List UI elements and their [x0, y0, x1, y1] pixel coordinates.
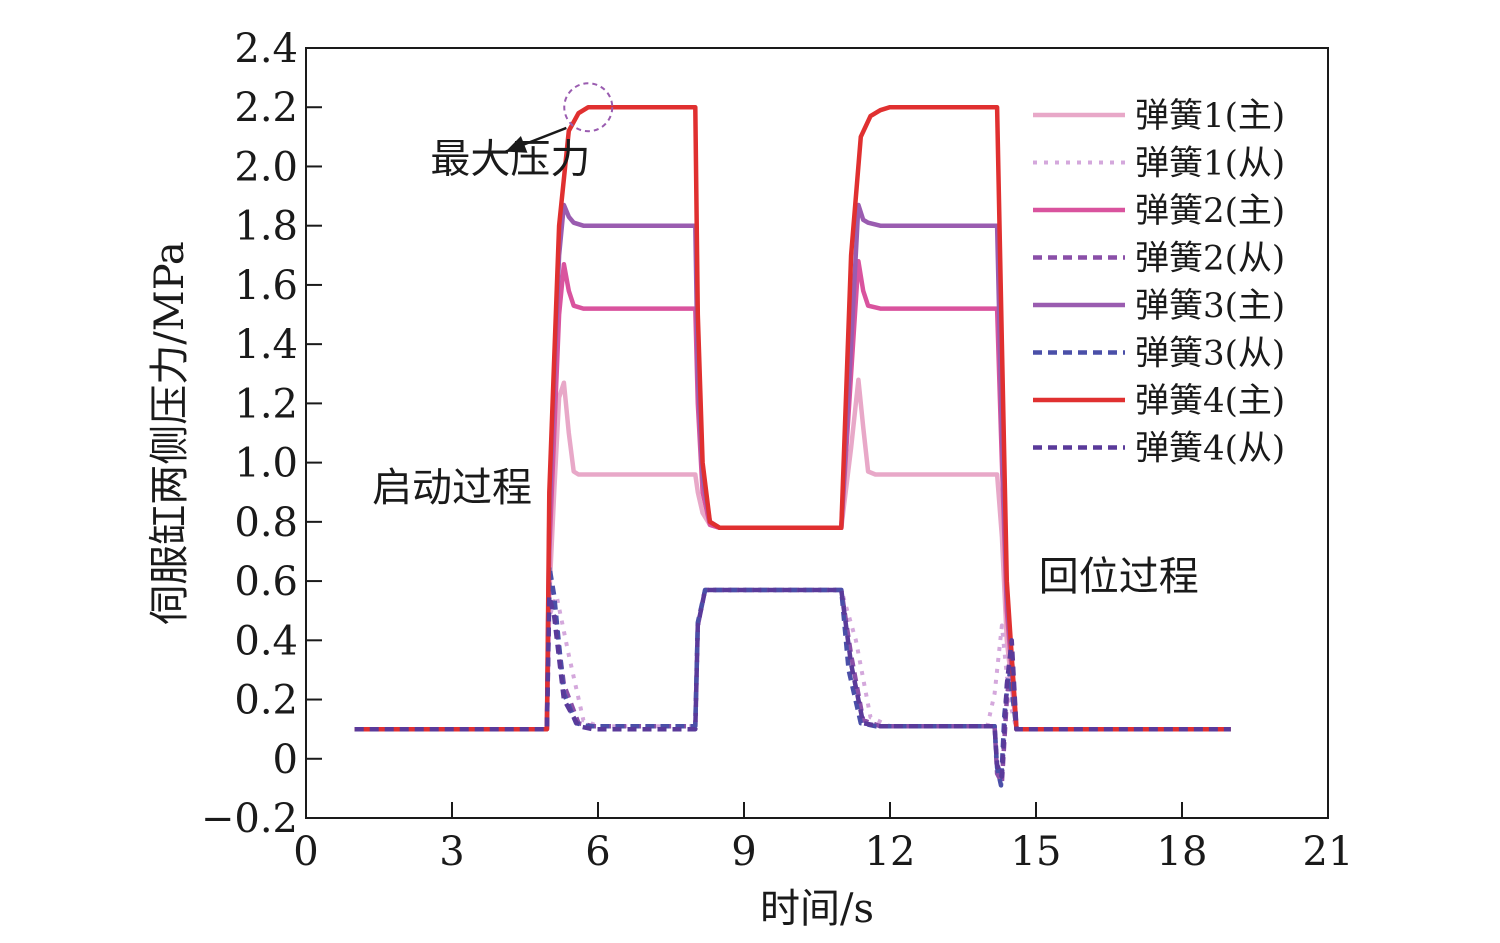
plot-frame — [305, 47, 1329, 819]
legend-label: 弹簧2(主) — [1135, 191, 1285, 231]
x-tick-label: 18 — [1157, 829, 1208, 875]
y-tick-label: 2.0 — [234, 144, 298, 190]
legend-label: 弹簧1(主) — [1135, 96, 1285, 136]
y-tick-label: 0.6 — [234, 559, 298, 605]
x-axis-ticks: 0 3 6 9 12 15 18 21 — [293, 802, 1353, 875]
series-line — [354, 587, 1231, 779]
series-line — [354, 104, 1231, 732]
x-tick-label: 0 — [293, 829, 318, 875]
x-tick-label: 3 — [439, 829, 464, 875]
y-tick-label: 2.2 — [234, 85, 298, 131]
x-tick-label: 6 — [585, 829, 610, 875]
annotation-text: 最大压力 — [430, 136, 590, 182]
series-line — [354, 578, 1231, 785]
legend-label: 弹簧3(从) — [1135, 334, 1285, 374]
y-tick-label: 2.4 — [234, 26, 298, 72]
legend-label: 弹簧4(主) — [1135, 381, 1285, 421]
y-tick-label: 0 — [273, 737, 298, 783]
legend: 弹簧1(主) 弹簧1(从) 弹簧2(主) 弹簧2(从) 弹簧3(主) 弹簧3(从) 弹簧4(… — [1033, 96, 1285, 469]
legend-label: 弹簧1(从) — [1135, 144, 1285, 184]
annotation-arrow-head — [505, 136, 528, 153]
y-tick-label: −0.2 — [201, 796, 298, 842]
y-tick-label: 0.2 — [234, 678, 298, 724]
max-pressure-highlight — [563, 82, 614, 133]
x-tick-label: 9 — [731, 829, 756, 875]
y-axis-label: 伺服缸两侧压力/MPa — [147, 241, 193, 624]
y-tick-label: 1.4 — [234, 322, 298, 368]
legend-label: 弹簧2(从) — [1135, 239, 1285, 279]
legend-label: 弹簧3(主) — [1135, 286, 1285, 326]
y-tick-label: 0.4 — [234, 618, 298, 664]
annotation-text: 回位过程 — [1039, 554, 1199, 600]
y-tick-label: 1.6 — [234, 263, 298, 309]
annotation-text: 启动过程 — [372, 465, 532, 511]
plot-area — [305, 47, 1329, 819]
series-line — [354, 588, 1231, 732]
y-tick-label: 1.8 — [234, 204, 298, 250]
x-tick-label: 21 — [1303, 829, 1354, 875]
legend-label: 弹簧4(从) — [1135, 429, 1285, 469]
x-axis-label: 时间/s — [760, 886, 874, 932]
y-tick-label: 1.2 — [234, 381, 298, 427]
x-tick-label: 12 — [865, 829, 916, 875]
y-axis-ticks: −0.2 0 0.2 0.4 0.6 0.8 1.0 1.2 1.4 1.6 1.8 2.0 2.2 2.… — [201, 26, 322, 842]
y-tick-label: 1.0 — [234, 441, 298, 487]
series-layer — [354, 104, 1231, 788]
series-line — [354, 564, 1231, 788]
y-tick-label: 0.8 — [234, 500, 298, 546]
x-tick-label: 15 — [1011, 829, 1062, 875]
